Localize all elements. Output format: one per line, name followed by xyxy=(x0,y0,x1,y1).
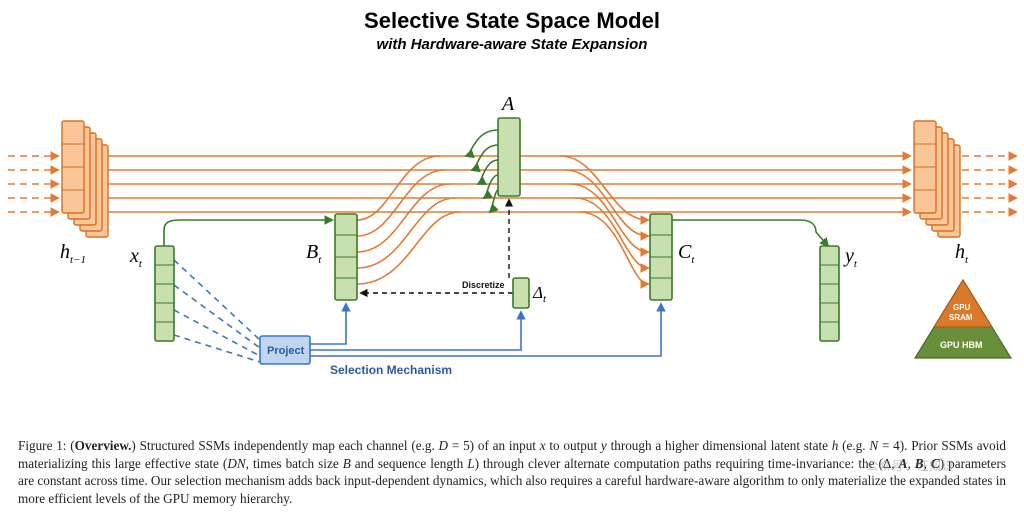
channels-to-c xyxy=(560,156,648,284)
h-cur-stack xyxy=(914,121,960,237)
y-label: yt xyxy=(843,245,858,270)
h-prev-label: ht−1 xyxy=(60,241,86,266)
gpu-pyramid: GPU SRAM GPU HBM xyxy=(915,280,1011,358)
subtitle: with Hardware-aware State Expansion xyxy=(0,36,1024,53)
svg-text:GPU HBM: GPU HBM xyxy=(940,340,983,350)
a-label: A xyxy=(500,93,515,115)
svg-text:GPU: GPU xyxy=(953,303,971,312)
b-label: Bt xyxy=(306,241,322,266)
delta-label: Δt xyxy=(532,283,547,305)
svg-text:SRAM: SRAM xyxy=(949,313,973,322)
watermark: 公众号：旺知识 xyxy=(866,457,954,474)
c-to-y xyxy=(672,220,828,246)
x-to-project xyxy=(174,260,260,362)
a-box xyxy=(498,118,520,196)
x-label: xt xyxy=(129,245,143,270)
diagram-svg: ht−1 ht A Bt Ct Δt Discretize xt xyxy=(0,60,1024,380)
x-box xyxy=(155,246,174,341)
project-label: Project xyxy=(267,345,305,357)
discretize-label: Discretize xyxy=(462,280,505,290)
main-title: Selective State Space Model xyxy=(0,8,1024,34)
c-label: Ct xyxy=(678,241,695,266)
a-to-channels xyxy=(466,130,498,212)
h-prev-stack xyxy=(62,121,108,237)
delta-box xyxy=(513,278,529,308)
b-to-channels xyxy=(357,156,460,284)
h-cur-label: ht xyxy=(955,241,969,266)
project-out xyxy=(310,304,661,356)
title-block: Selective State Space Model with Hardwar… xyxy=(0,0,1024,53)
y-box xyxy=(820,246,839,341)
figure-caption: Figure 1: (Overview.) Structured SSMs in… xyxy=(18,437,1006,508)
selection-label: Selection Mechanism xyxy=(330,363,452,377)
